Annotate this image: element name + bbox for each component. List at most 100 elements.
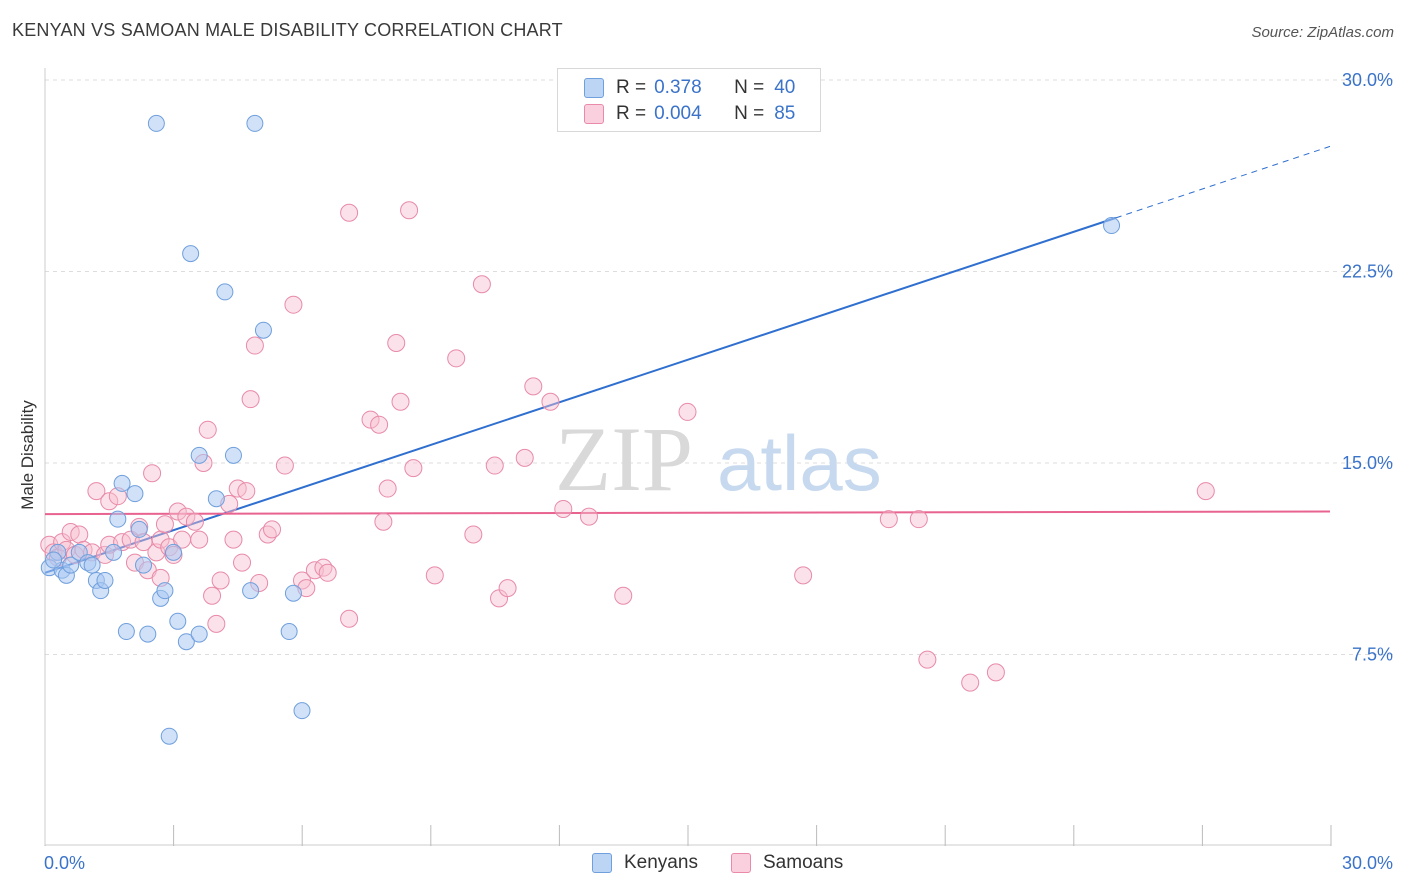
kenyans-point [177,633,195,651]
kenyans-point [139,625,157,643]
axes [44,68,1332,846]
kenyans-point [182,245,200,263]
samoans-point [100,492,119,511]
r-label: R = [616,103,647,124]
samoans-point [318,563,337,582]
samoans-point [579,507,598,526]
n-label: N = [734,103,765,124]
kenyans-point [96,571,114,589]
y-tick-label: 7.5% [1352,645,1393,665]
data-points [40,114,1215,745]
tick-labels: 7.5% 15.0% 22.5% 30.0% 0.0% 30.0% [44,70,1393,873]
kenyans-point [280,623,298,641]
samoans-point [340,609,359,628]
kenyans-point [156,582,174,600]
samoans-point [794,566,813,585]
kenyans-trend-extension [1115,145,1331,219]
correlation-legend: R = 0.378 N = 40 R = 0.004 N = 85 [557,68,821,132]
kenyans-point [45,551,63,569]
samoans-point [241,390,260,409]
samoans-point [275,456,294,475]
samoans-point [207,614,226,633]
samoans-point [391,392,410,411]
n-value: 40 [774,77,796,98]
samoans-point [203,586,222,605]
samoans-point [678,402,697,421]
legend-row-kenyans: R = 0.378 N = 40 [584,77,795,99]
samoans-point [245,336,264,355]
samoans-point [70,525,89,544]
r-value: 0.378 [654,77,702,98]
samoans-trend-line [44,510,1331,516]
kenyans-point [165,543,182,561]
kenyans-point [1103,217,1121,235]
kenyans-swatch [584,78,604,98]
kenyans-point [190,625,208,643]
samoans-point [211,571,230,590]
samoans-point [198,420,217,439]
r-label: R = [616,77,647,98]
kenyans-point [117,623,135,641]
samoans-point [961,673,980,692]
kenyans-point [147,114,165,132]
kenyans-point [83,556,101,574]
series-legend: Kenyans Samoans [0,850,1406,880]
kenyans-point [216,283,234,301]
kenyans-point [224,446,242,464]
samoans-point [986,663,1005,682]
samoans-swatch [731,853,751,873]
samoans-point [879,510,898,529]
kenyans-point [207,490,225,508]
source-label: Source: ZipAtlas.com [1251,24,1394,41]
samoans-point [340,203,359,222]
samoans-point [515,448,534,467]
kenyans-point [284,584,302,602]
kenyans-point [246,114,264,132]
samoans-point [143,464,162,483]
legend-item-kenyans: Kenyans [592,852,698,874]
kenyans-point [126,485,144,503]
y-tick-label: 30.0% [1342,70,1393,90]
kenyans-point [190,446,208,464]
samoans-point [909,510,928,529]
watermark-atlas: atlas [717,419,882,507]
kenyans-point [242,582,260,600]
kenyans-swatch [592,853,612,873]
samoans-swatch [584,104,604,124]
kenyans-point [160,727,178,745]
samoans-point [87,482,106,501]
samoans-point [168,502,187,521]
y-tick-label: 22.5% [1342,262,1393,282]
chart-title: KENYAN VS SAMOAN MALE DISABILITY CORRELA… [12,20,563,40]
kenyans-point [113,474,131,492]
x-tick-label: 30.0% [1342,853,1393,873]
kenyans-point [135,556,153,574]
samoans-point [464,525,483,544]
samoans-point [554,499,573,518]
samoans-point [498,579,517,598]
n-value: 85 [774,103,796,124]
samoans-point [284,295,303,314]
samoans-point [400,201,419,220]
kenyans-point [169,612,187,630]
samoans-point [614,586,633,605]
legend-row-samoans: R = 0.004 N = 85 [584,103,795,125]
n-label: N = [734,77,765,98]
samoans-point [185,512,204,531]
legend-label-samoans: Samoans [763,852,844,873]
kenyans-point [130,520,148,538]
samoans-point [177,507,196,526]
watermark: ZIP atlas [555,408,882,510]
samoans-point [370,415,389,434]
watermark-zip: ZIP [555,408,693,510]
kenyans-point [109,510,127,528]
kenyans-point [254,321,272,339]
samoans-point [425,566,444,585]
samoans-point [224,530,243,549]
samoans-point [361,410,380,429]
samoans-point [447,349,466,368]
trend-lines [44,145,1331,574]
samoans-point [263,520,282,539]
kenyans-point [293,702,311,720]
